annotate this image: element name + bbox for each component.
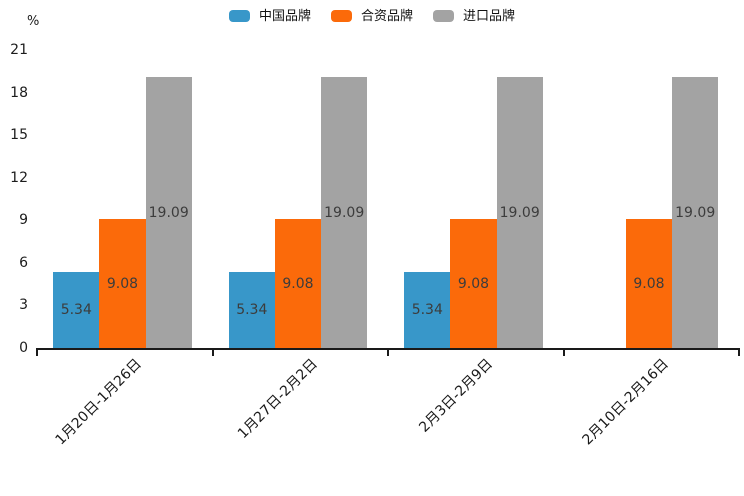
bar-value-label: 9.08 bbox=[106, 275, 139, 292]
y-axis-tick-label: 6 bbox=[19, 254, 28, 271]
bar-value-label: 9.08 bbox=[282, 275, 314, 292]
legend-item-label: 合资品牌 bbox=[360, 8, 413, 24]
bar-series-0-group-2 bbox=[404, 272, 451, 348]
bar-series-0-group-1 bbox=[228, 272, 275, 348]
bar-series-0-group-0 bbox=[53, 272, 100, 348]
bar-value-label: 5.34 bbox=[60, 302, 92, 319]
bar-value-label: 19.09 bbox=[148, 204, 189, 221]
bar-value-label: 9.08 bbox=[633, 275, 665, 292]
bar-value-label: 19.09 bbox=[324, 204, 365, 221]
legend-item-series-0[interactable]: 中国品牌 bbox=[228, 8, 311, 24]
bar-series-2-group-2 bbox=[496, 77, 543, 348]
bar-value-label: 5.34 bbox=[236, 302, 268, 319]
x-axis-category-label: 1月20日-1月26日 bbox=[52, 356, 146, 449]
bar-series-2-group-0 bbox=[145, 77, 192, 348]
x-axis-tick bbox=[562, 350, 565, 356]
x-axis-tick bbox=[211, 350, 214, 356]
bar-value-label: 19.09 bbox=[675, 204, 716, 221]
x-axis-tick bbox=[387, 350, 389, 356]
y-axis-tick-label: 3 bbox=[19, 297, 28, 314]
y-axis-tick-label: 15 bbox=[10, 127, 28, 144]
x-axis-tick bbox=[738, 350, 740, 356]
x-axis-tick bbox=[36, 350, 38, 356]
bar-series-1-group-3 bbox=[625, 219, 673, 348]
legend-item-label: 进口品牌 bbox=[463, 8, 516, 24]
y-axis-tick-label: 21 bbox=[10, 42, 28, 59]
legend-item-label: 中国品牌 bbox=[258, 8, 311, 24]
legend-swatch-icon bbox=[228, 10, 250, 22]
legend-swatch-icon bbox=[330, 10, 352, 22]
bar-series-1-group-0 bbox=[99, 219, 146, 348]
y-axis-tick-label: 9 bbox=[19, 212, 28, 229]
legend: 中国品牌 合资品牌 进口品牌 bbox=[0, 6, 744, 26]
y-axis-tick-label: 18 bbox=[10, 84, 28, 101]
bar-value-label: 9.08 bbox=[457, 275, 490, 292]
x-axis-category-label: 2月10日-2月16日 bbox=[579, 356, 672, 449]
bar-series-1-group-2 bbox=[450, 219, 497, 348]
bar-series-2-group-1 bbox=[321, 77, 368, 348]
legend-item-series-1[interactable]: 合资品牌 bbox=[330, 8, 413, 24]
y-axis-unit-label: % bbox=[27, 14, 40, 29]
y-axis-tick-label: 0 bbox=[19, 340, 28, 356]
bar-series-1-group-1 bbox=[274, 219, 322, 348]
x-axis-category-label: 2月3日-2月9日 bbox=[416, 356, 497, 436]
bar-value-label: 5.34 bbox=[411, 302, 443, 319]
x-axis-category-label: 1月27日-2月2日 bbox=[234, 356, 321, 442]
bar-value-label: 19.09 bbox=[499, 204, 540, 221]
legend-item-series-2[interactable]: 进口品牌 bbox=[433, 10, 515, 23]
x-axis-line bbox=[36, 348, 740, 350]
legend-swatch-icon bbox=[433, 10, 454, 22]
y-axis-tick-label: 12 bbox=[10, 169, 28, 186]
bar-series-2-group-3 bbox=[672, 77, 719, 348]
